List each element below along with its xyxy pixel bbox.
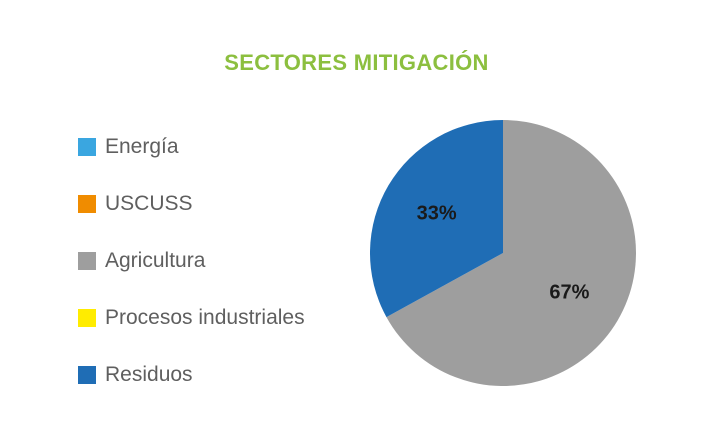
legend-swatch-energia [78, 137, 96, 156]
legend-label-agricultura: Agricultura [105, 248, 206, 272]
data-label-residuos: 33% [417, 203, 457, 225]
legend-item-uscuss: USCUSS [78, 175, 305, 232]
legend-swatch-procesos-industriales [78, 308, 96, 327]
legend-item-residuos: Residuos [78, 346, 305, 403]
legend-label-energia: Energía [105, 134, 179, 158]
data-label-agricultura: 67% [549, 281, 589, 303]
chart-title: SECTORES MITIGACIÓN [224, 50, 489, 75]
legend-swatch-uscuss [78, 194, 96, 213]
legend-label-uscuss: USCUSS [105, 191, 193, 215]
legend-label-procesos-industriales: Procesos industriales [105, 305, 305, 329]
legend-label-residuos: Residuos [105, 362, 193, 386]
chart-legend: Energía USCUSS Agricultura Procesos industr… [78, 118, 305, 403]
legend-item-energia: Energía [78, 118, 305, 175]
legend-item-procesos-industriales: Procesos industriales [78, 289, 305, 346]
legend-swatch-agricultura [78, 251, 96, 270]
pie-chart: 67% 33% [369, 120, 636, 386]
pie-slice-agricultura [386, 120, 636, 386]
pie-slice-residuos [369, 120, 503, 318]
legend-swatch-residuos [78, 365, 96, 384]
legend-item-agricultura: Agricultura [78, 232, 305, 289]
